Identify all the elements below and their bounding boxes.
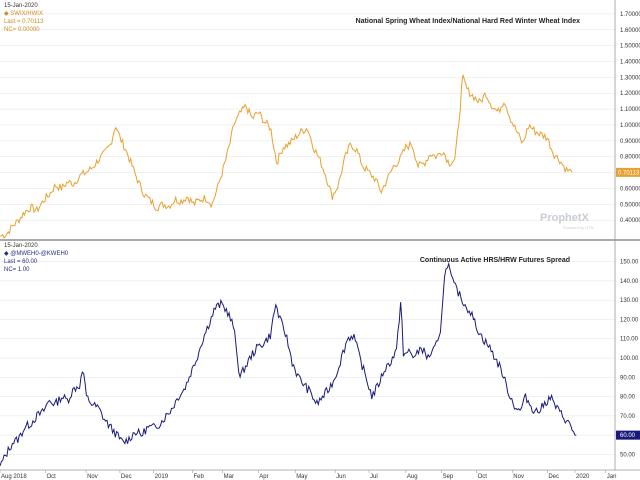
x-tick-label: Jan xyxy=(607,474,617,480)
bottom-date: 15-Jan-2020 xyxy=(4,243,38,249)
top-y-ticks: 1.70000 1.60000 1.50000 1.40000 1.30000 1.200… xyxy=(620,12,640,224)
y-tick-label: 0.80000 xyxy=(620,155,640,161)
top-series-name: SWIX/HWIX xyxy=(10,11,43,17)
y-tick-label: 50.00 xyxy=(620,452,636,458)
y-tick-label: 150.00 xyxy=(620,260,639,266)
x-tick-label: Jul xyxy=(370,474,378,480)
y-tick-label: 1.60000 xyxy=(620,28,640,34)
x-tick-label: Dec xyxy=(548,474,559,480)
top-series-line xyxy=(0,74,573,239)
x-tick-label: Oct xyxy=(478,474,488,480)
bottom-last-value-marker: 60.00 xyxy=(616,430,640,440)
y-tick-label: 130.00 xyxy=(620,298,639,304)
top-gridlines xyxy=(0,13,615,221)
y-tick-label: 70.00 xyxy=(620,414,636,420)
top-nc-readout: NC= 0.00000 xyxy=(4,27,40,33)
bottom-series-label: ◆ @MWEH0-@KWEH0 xyxy=(4,250,68,258)
top-last-value-label: 0.70113 xyxy=(618,170,640,176)
x-tick-label: Aug 2018 xyxy=(1,474,27,480)
watermark-sub: Powered by DTN xyxy=(563,225,594,230)
y-tick-label: 1.10000 xyxy=(620,107,640,113)
bottom-last-value-box xyxy=(616,430,640,440)
bottom-chart-title: Continuous Active HRS/HRW Futures Spread xyxy=(419,257,570,264)
bottom-last-readout: Last = 60.00 xyxy=(4,259,38,265)
y-tick-label: 110.00 xyxy=(620,337,639,343)
x-tick-label: Feb xyxy=(193,474,204,480)
x-tick-label: Nov xyxy=(513,474,524,480)
bottom-gridlines xyxy=(0,261,615,455)
bottom-nc-readout: NC= 1.00 xyxy=(4,267,30,273)
y-tick-label: 90.00 xyxy=(620,375,636,381)
top-date: 15-Jan-2020 xyxy=(4,3,38,9)
x-tick-label: 2019 xyxy=(155,474,169,480)
y-tick-label: 0.40000 xyxy=(620,218,640,224)
bottom-series-line xyxy=(0,261,577,467)
top-last-value-box xyxy=(616,167,640,177)
y-tick-label: 120.00 xyxy=(620,317,639,323)
bottom-last-value-label: 60.00 xyxy=(620,433,636,439)
x-tick-label: Nov xyxy=(87,474,98,480)
diamond-icon: ◆ xyxy=(4,11,9,17)
x-tick-label: 2020 xyxy=(576,474,590,480)
y-tick-label: 1.20000 xyxy=(620,91,640,97)
x-tick-label: May xyxy=(296,474,307,480)
y-tick-label: 100.00 xyxy=(620,356,639,362)
x-tick-label: Mar xyxy=(224,474,234,480)
y-tick-label: 1.50000 xyxy=(620,44,640,50)
top-last-value-marker: 0.70113 xyxy=(616,167,640,177)
y-tick-label: 80.00 xyxy=(620,395,636,401)
x-tick-label: Dec xyxy=(121,474,132,480)
x-tick-label: Oct xyxy=(47,474,57,480)
y-tick-label: 140.00 xyxy=(620,279,639,285)
bottom-y-ticks: 150.00 140.00 130.00 120.00 110.00 100.00 90.0… xyxy=(620,260,639,459)
y-tick-label: 1.30000 xyxy=(620,75,640,81)
bottom-series-name: @MWEH0-@KWEH0 xyxy=(10,251,69,257)
top-series-label: ◆ SWIX/HWIX xyxy=(4,10,43,18)
y-tick-label: 0.60000 xyxy=(620,186,640,192)
x-tick-label: Jun xyxy=(336,474,346,480)
x-tick-label: Sep xyxy=(443,474,454,480)
x-ticks: Aug 2018 Oct Nov Dec 2019 Feb Mar Apr May Jun Jul A… xyxy=(0,470,616,480)
diamond-icon: ◆ xyxy=(4,251,9,257)
y-tick-label: 0.50000 xyxy=(620,202,640,208)
y-tick-label: 1.00000 xyxy=(620,123,640,129)
watermark: ProphetX xyxy=(540,212,589,224)
top-chart-title: National Spring Wheat Index/National Har… xyxy=(355,18,580,25)
top-last-readout: Last = 0.70113 xyxy=(4,19,44,25)
x-tick-label: Apr xyxy=(259,474,268,480)
y-tick-label: 1.40000 xyxy=(620,60,640,66)
y-tick-label: 0.90000 xyxy=(620,139,640,145)
y-tick-label: 1.70000 xyxy=(620,12,640,18)
x-tick-label: Aug xyxy=(407,474,418,480)
